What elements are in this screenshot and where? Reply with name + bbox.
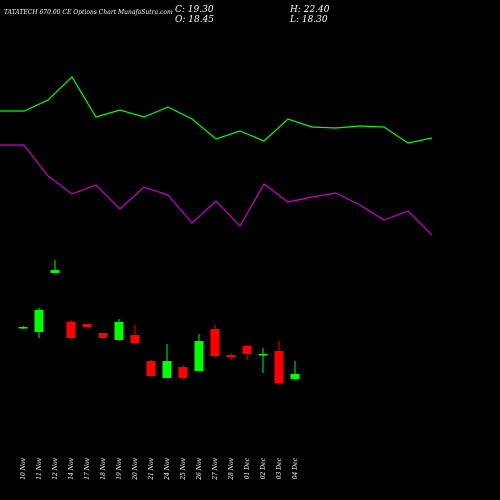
stat-low: L: 18.30 bbox=[289, 15, 328, 25]
candle-body bbox=[34, 310, 44, 332]
x-tick-label: 28 Nov bbox=[228, 457, 235, 480]
candle-body bbox=[18, 327, 28, 329]
x-tick-label: 27 Nov bbox=[212, 457, 219, 480]
stat-close: C: 19.30 bbox=[175, 5, 214, 15]
line bbox=[0, 144, 433, 236]
candle-body bbox=[66, 322, 76, 338]
x-tick-label: 20 Nov bbox=[132, 457, 139, 480]
chart-title: TATATECH 670.00 CE Options Chart MunafaS… bbox=[4, 9, 173, 16]
x-tick-label: 18 Nov bbox=[100, 457, 107, 479]
x-tick-label: 24 Nov bbox=[164, 457, 171, 480]
candle-body bbox=[98, 333, 108, 338]
candle-body bbox=[226, 355, 236, 357]
x-tick-label: 17 Nov bbox=[84, 457, 91, 479]
candle-body bbox=[258, 354, 268, 356]
x-tick-label: 21 Nov bbox=[148, 457, 155, 480]
x-tick-label: 02 Dec bbox=[260, 457, 267, 479]
x-tick-label: 11 Nov bbox=[36, 457, 43, 479]
candle-body bbox=[242, 346, 252, 354]
x-tick-label: 26 Nov bbox=[196, 457, 203, 480]
candle-body bbox=[130, 335, 140, 343]
x-tick-label: 19 Nov bbox=[116, 457, 123, 479]
candle-body bbox=[114, 322, 124, 340]
line bbox=[0, 76, 433, 144]
candle-body bbox=[178, 367, 188, 378]
candle-body bbox=[162, 361, 172, 378]
candle-body bbox=[210, 329, 220, 356]
x-tick-label: 03 Dec bbox=[276, 457, 283, 479]
candle-body bbox=[146, 361, 156, 376]
x-tick-label: 25 Nov bbox=[180, 457, 187, 480]
candle-body bbox=[290, 374, 300, 379]
candle-body bbox=[82, 324, 92, 327]
candle-body bbox=[274, 351, 284, 383]
x-tick-label: 01 Dec bbox=[244, 457, 251, 479]
candle-body bbox=[50, 270, 60, 273]
x-tick-label: 12 Nov bbox=[52, 457, 59, 479]
x-tick-label: 10 Nov bbox=[20, 457, 27, 479]
x-tick-label: 04 Dec bbox=[292, 457, 299, 479]
x-tick-label: 14 Nov bbox=[68, 457, 75, 479]
stat-high: H: 22.40 bbox=[289, 5, 330, 15]
candle-body bbox=[194, 341, 204, 371]
stat-open: O: 18.45 bbox=[175, 15, 214, 25]
